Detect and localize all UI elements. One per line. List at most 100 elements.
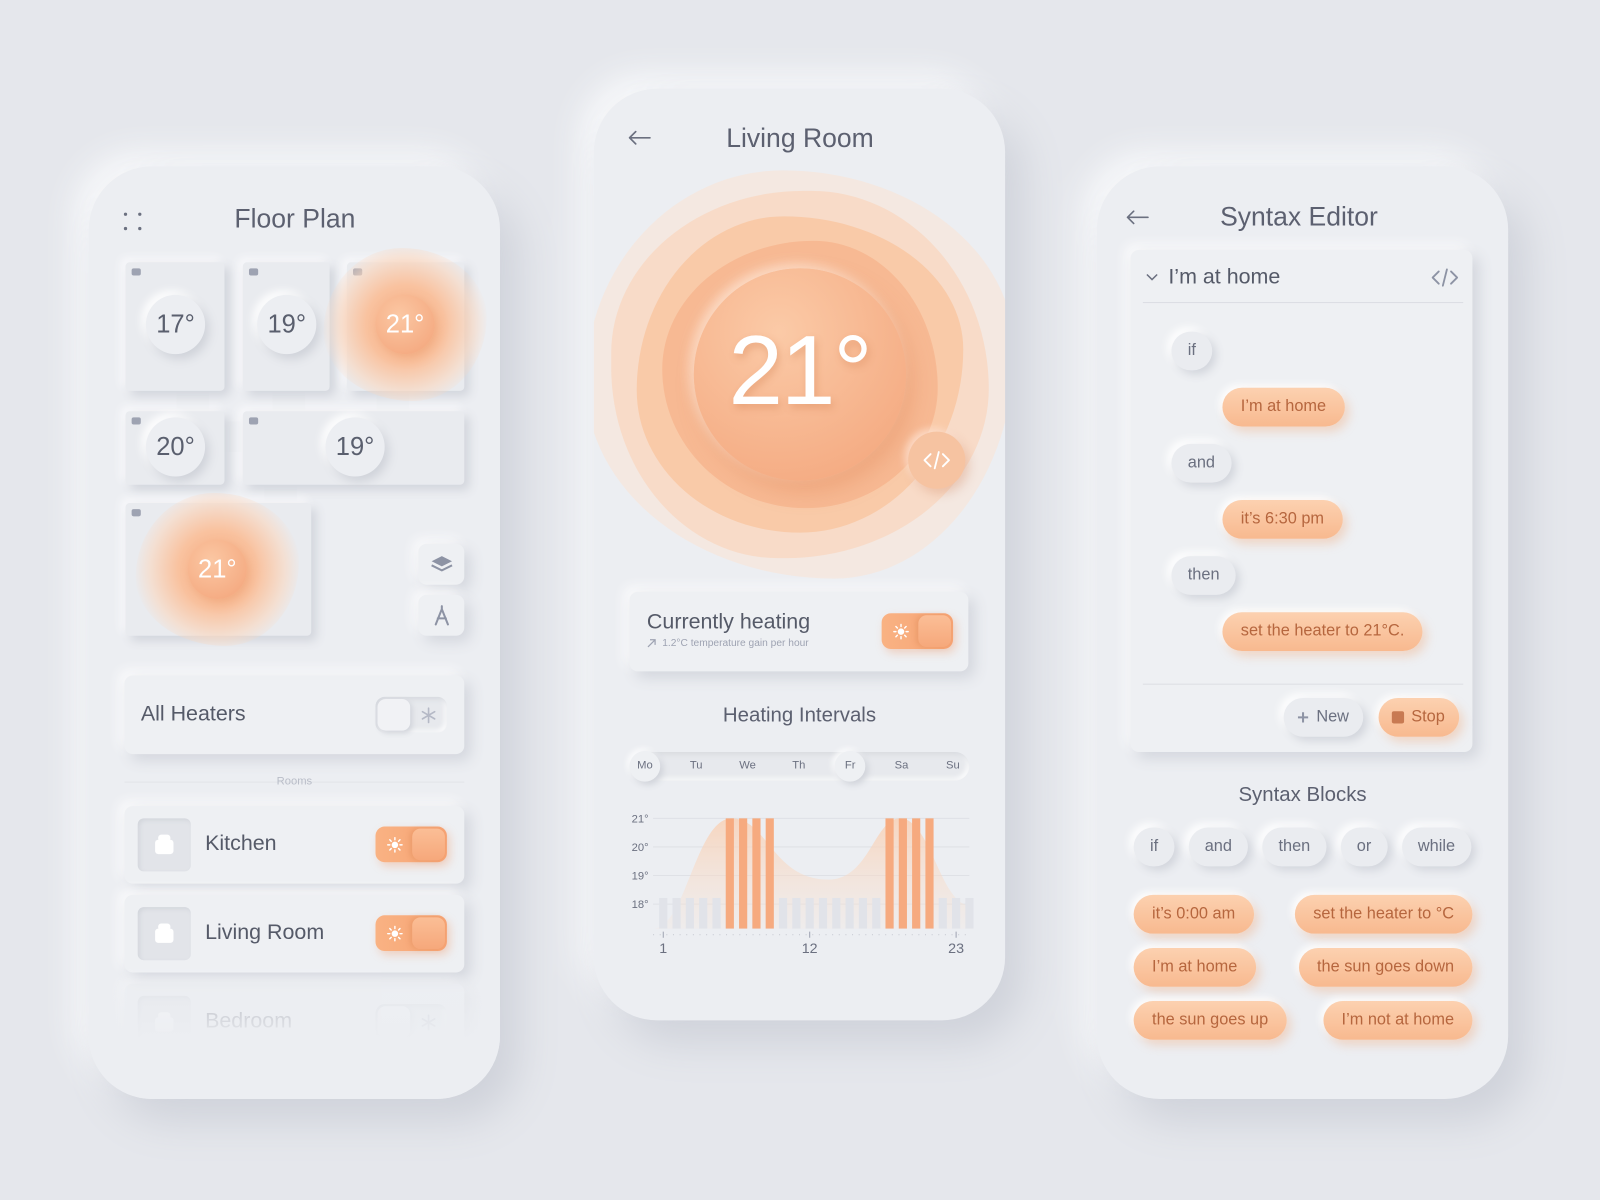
y-tick-label: 20° xyxy=(632,842,649,854)
room-temperature: 19° xyxy=(325,417,385,477)
condition-block[interactable]: I’m at home xyxy=(1133,947,1256,987)
intervals-title: Heating Intervals xyxy=(722,704,877,727)
y-tick-label: 21° xyxy=(632,813,649,825)
status-card: Currently heating 1.2°C temperature gain … xyxy=(629,591,969,672)
stop-button[interactable]: Stop xyxy=(1378,697,1460,737)
code-icon[interactable] xyxy=(1431,268,1459,287)
condition-block[interactable]: it’s 0:00 am xyxy=(1133,894,1254,934)
icon-shape xyxy=(158,923,171,931)
toggle[interactable] xyxy=(375,826,447,863)
icon-shape xyxy=(391,930,399,937)
room-row-glyph xyxy=(155,834,174,855)
icon-shape xyxy=(893,623,909,640)
room-icon xyxy=(131,268,141,276)
hour-slot xyxy=(845,897,854,929)
map-button-icon xyxy=(431,556,453,572)
hour-slot xyxy=(712,897,721,929)
keyword-block[interactable]: or xyxy=(1340,827,1388,867)
heating-bar xyxy=(765,818,774,929)
room-temperature: 20° xyxy=(145,417,206,477)
day-label[interactable]: Th xyxy=(792,759,806,772)
room-row-glyph xyxy=(155,923,174,943)
condition-row: it’s 0:00 am set the heater to °C xyxy=(1133,894,1473,934)
day-label[interactable]: Mo xyxy=(637,759,653,772)
day-label[interactable]: We xyxy=(739,759,756,772)
icon-shape xyxy=(138,226,142,231)
heating-bar xyxy=(885,818,894,929)
hour-slot xyxy=(952,897,961,929)
day-label[interactable]: Fr xyxy=(844,759,856,772)
condition-pill[interactable]: it’s 6:30 pm xyxy=(1222,499,1343,539)
day-label[interactable]: Tu xyxy=(689,759,703,772)
condition-pill[interactable]: I’m at home xyxy=(1222,387,1345,427)
icon-shape xyxy=(434,605,449,626)
map-button-icon xyxy=(434,605,449,626)
divider xyxy=(1142,683,1464,685)
room-icon xyxy=(131,509,141,517)
toggle-knob xyxy=(377,698,411,731)
room-icon xyxy=(131,417,141,425)
toggle[interactable] xyxy=(375,696,447,733)
new-button[interactable]: New xyxy=(1283,697,1364,737)
keyword-pill[interactable]: and xyxy=(1171,443,1232,483)
selected-day xyxy=(834,751,866,782)
hour-slot xyxy=(858,897,868,929)
heating-bar xyxy=(898,818,907,929)
room-temperature: 17° xyxy=(145,294,206,355)
keyword-block[interactable]: while xyxy=(1401,827,1472,867)
icon-shape xyxy=(155,928,174,943)
status: Currently heating xyxy=(646,610,811,634)
condition-block[interactable]: I’m not at home xyxy=(1323,1001,1473,1040)
keyword-block[interactable]: then xyxy=(1262,827,1327,867)
map-button[interactable] xyxy=(418,543,465,585)
rule-name: I’m at home xyxy=(1168,265,1281,289)
code-button[interactable] xyxy=(908,431,966,489)
heating-bar xyxy=(725,818,734,929)
room-row-icon xyxy=(137,907,191,961)
floor-plan-screen: Floor Plan 17° 19° 21° 20° 19° 21° All Heaters… xyxy=(88,166,500,1099)
y-tick-label: 19° xyxy=(632,871,649,883)
back-arrow[interactable] xyxy=(1126,210,1149,225)
condition-block[interactable]: set the heater to °C xyxy=(1294,894,1473,934)
icon-shape xyxy=(387,837,403,853)
room-name: Living Room xyxy=(205,920,325,944)
icon-shape xyxy=(1126,210,1149,225)
day-label[interactable]: Su xyxy=(945,759,960,772)
toggle[interactable] xyxy=(375,915,447,952)
toggle-knob xyxy=(412,828,445,861)
snowflake-icon xyxy=(421,707,436,724)
day-label[interactable]: Sa xyxy=(894,759,909,772)
heating-bar xyxy=(925,818,934,929)
back-arrow[interactable] xyxy=(628,130,651,145)
hour-slot xyxy=(685,897,694,929)
map-button[interactable] xyxy=(418,594,465,636)
icon-shape xyxy=(387,925,403,942)
hour-slot xyxy=(805,897,814,929)
hour-slot xyxy=(965,897,974,929)
condition-pill[interactable]: set the heater to 21°C. xyxy=(1222,612,1423,652)
living-room-screen: Living Room 21° Currently heating 1.2°C te… xyxy=(593,88,1006,1021)
menu-icon[interactable] xyxy=(122,211,142,231)
condition-block[interactable]: the sun goes down xyxy=(1298,947,1473,987)
condition-row: I’m at home the sun goes down xyxy=(1133,947,1473,987)
selected-day xyxy=(629,751,661,782)
keyword-pill[interactable]: then xyxy=(1171,556,1236,595)
condition-block[interactable]: the sun goes up xyxy=(1133,1001,1287,1040)
toggle[interactable] xyxy=(881,613,954,649)
keyword-pill[interactable]: if xyxy=(1171,331,1213,371)
screen-title: Living Room xyxy=(726,122,874,154)
room-row[interactable]: Kitchen xyxy=(124,806,465,884)
hour-slot xyxy=(872,897,881,929)
room-row[interactable]: Living Room xyxy=(124,894,465,973)
keyword-block[interactable]: and xyxy=(1188,827,1249,867)
icon-shape xyxy=(431,564,453,572)
hour-slot xyxy=(818,897,828,929)
chevron-icon[interactable] xyxy=(1146,273,1158,281)
icon-shape xyxy=(897,628,905,635)
keyword-block[interactable]: if xyxy=(1133,827,1175,867)
room-temperature: 21° xyxy=(375,294,435,355)
code-icon[interactable] xyxy=(923,451,950,470)
heating-bar xyxy=(752,818,761,929)
icon-shape xyxy=(1391,711,1405,724)
